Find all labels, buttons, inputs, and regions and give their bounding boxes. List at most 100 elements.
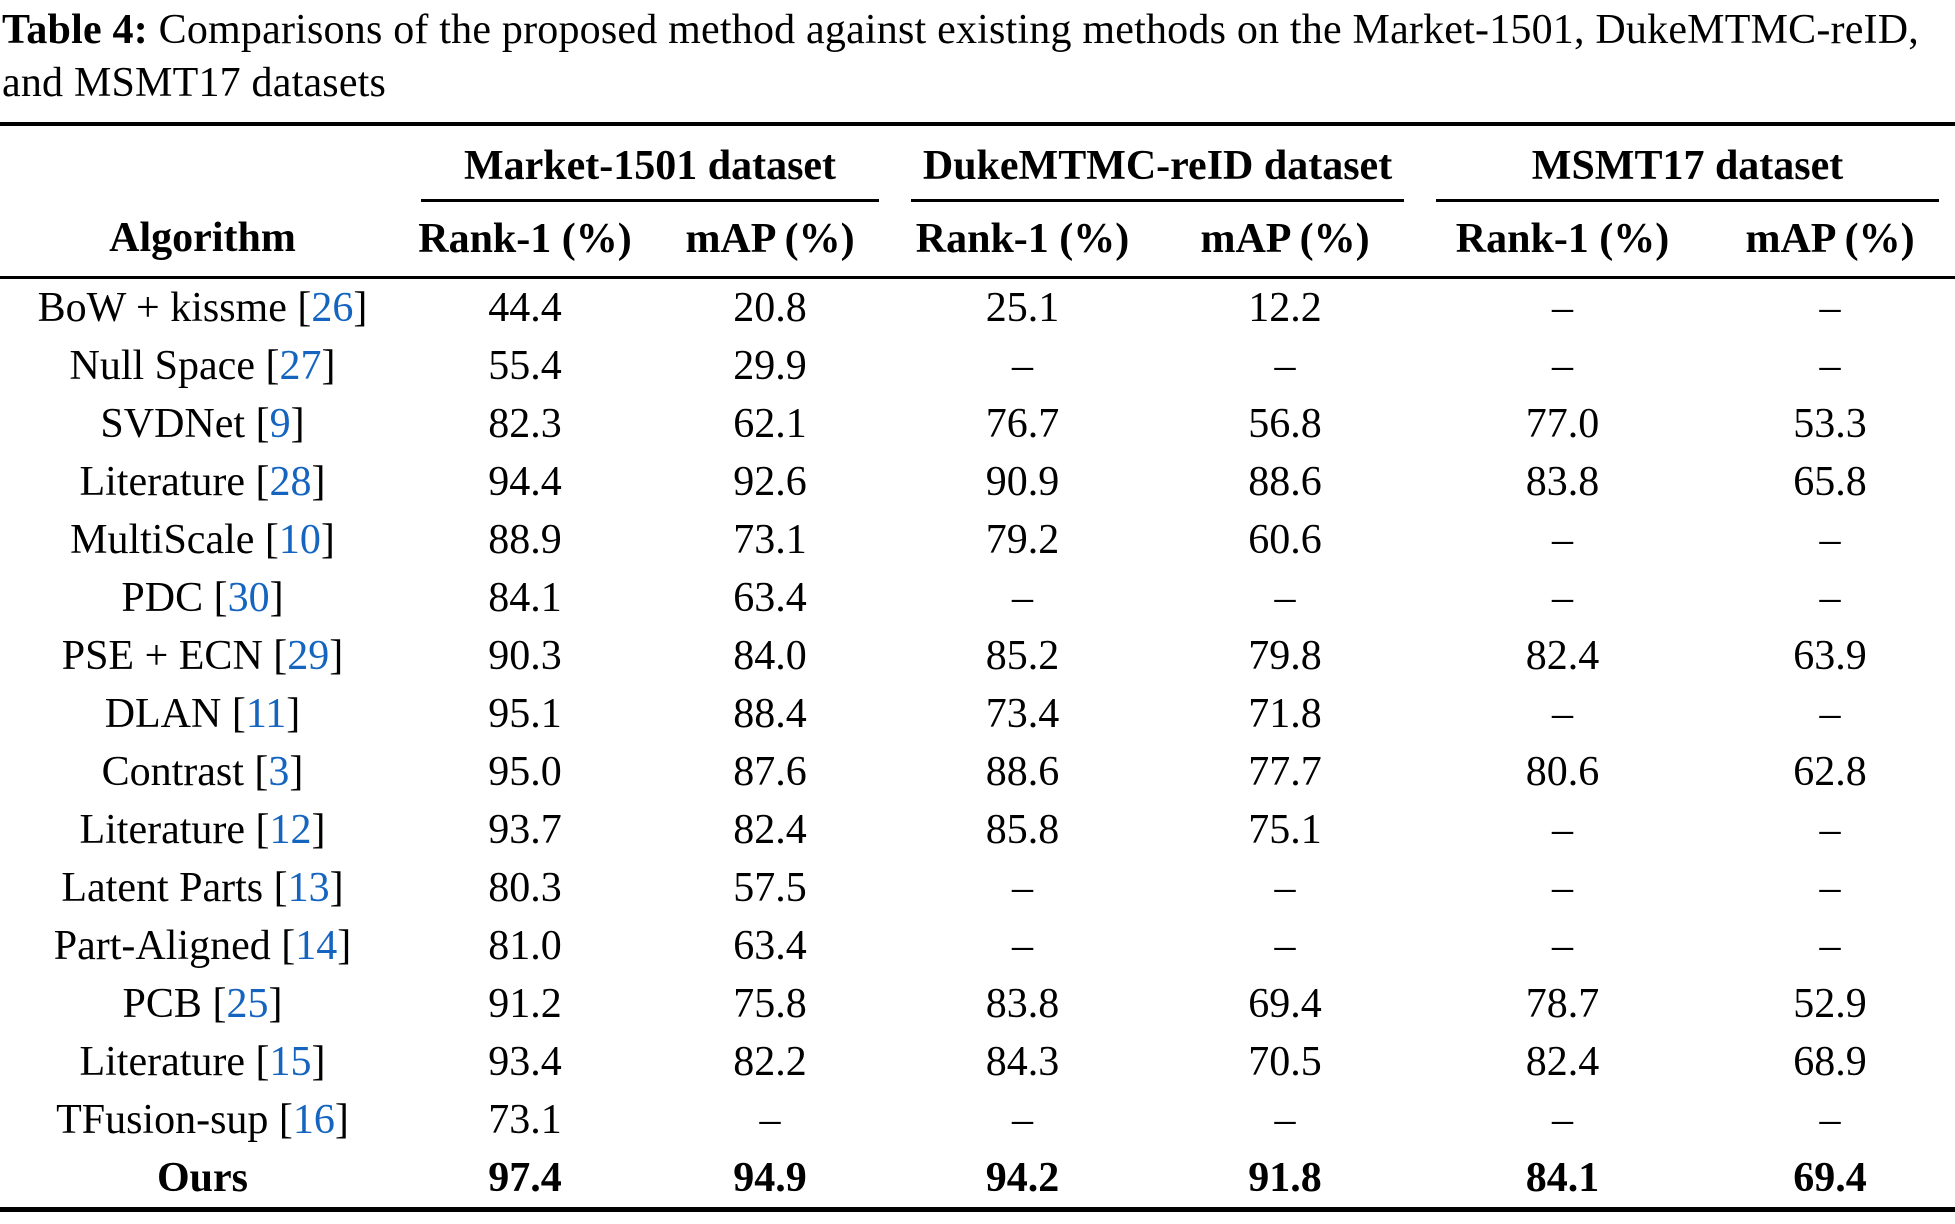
value-cell: – xyxy=(1552,343,1574,389)
value-cell: 88.6 xyxy=(985,749,1060,795)
value-cell: – xyxy=(1819,923,1841,969)
citation-link[interactable]: 14 xyxy=(295,923,338,969)
citation-link[interactable]: 15 xyxy=(269,1039,312,1085)
value-cell: 65.8 xyxy=(1793,459,1867,505)
algorithm-cell: Literature [28] xyxy=(79,459,326,505)
value-cell: – xyxy=(1274,923,1296,969)
table-row: Part-Aligned [14] 81.0 63.4 – – – – xyxy=(0,917,1955,975)
table-body: BoW + kissme [26] 44.4 20.8 25.1 12.2– – Null … xyxy=(0,278,1955,1210)
value-cell: 62.1 xyxy=(733,401,807,447)
column-header-algorithm-label: Algorithm xyxy=(109,215,296,261)
value-cell: 93.7 xyxy=(488,807,562,853)
value-cell: 87.6 xyxy=(733,749,807,795)
value-cell: 56.8 xyxy=(1248,401,1322,447)
algorithm-cell: DLAN [11] xyxy=(104,691,301,737)
value-cell: – xyxy=(1552,691,1574,737)
algorithm-cell: Literature [15] xyxy=(79,1039,326,1085)
citation-link[interactable]: 29 xyxy=(287,633,330,679)
table-row: PSE + ECN [29] 90.3 84.0 85.2 79.8 82.4 63.9 xyxy=(0,627,1955,685)
citation-link[interactable]: 3 xyxy=(268,749,290,795)
value-cell: 69.4 xyxy=(1793,1155,1867,1201)
value-cell: 63.4 xyxy=(733,923,807,969)
value-cell: 82.3 xyxy=(488,401,562,447)
table-row: SVDNet [9] 82.3 62.1 76.7 56.8 77.0 53.3 xyxy=(0,395,1955,453)
table-header: Algorithm Market-1501 dataset DukeMTMC-r… xyxy=(0,124,1955,279)
value-cell: – xyxy=(1012,923,1034,969)
algorithm-cell: Null Space [27] xyxy=(69,343,336,389)
algorithm-cell: Part-Aligned [14] xyxy=(53,923,352,969)
value-cell: – xyxy=(1274,1097,1296,1143)
value-cell: 73.1 xyxy=(733,517,807,563)
subheader-duke-rank1: Rank-1 (%) xyxy=(895,202,1151,279)
value-cell: 69.4 xyxy=(1248,981,1322,1027)
citation-link[interactable]: 11 xyxy=(245,691,287,737)
table-row: PCB [25] 91.2 75.8 83.8 69.4 78.7 52.9 xyxy=(0,975,1955,1033)
value-cell: 73.4 xyxy=(985,691,1060,737)
value-cell: 88.4 xyxy=(733,691,807,737)
value-cell: 79.2 xyxy=(985,517,1060,563)
algorithm-cell: PSE + ECN [29] xyxy=(61,633,344,679)
citation-link[interactable]: 27 xyxy=(279,343,322,389)
value-cell: – xyxy=(1552,923,1574,969)
value-cell: 63.9 xyxy=(1793,633,1867,679)
value-cell: 60.6 xyxy=(1248,517,1322,563)
citation-link[interactable]: 10 xyxy=(278,517,321,563)
value-cell: 57.5 xyxy=(733,865,807,911)
group-header-msmt17-label: MSMT17 dataset xyxy=(1436,142,1940,202)
value-cell: – xyxy=(1012,575,1034,621)
citation-link[interactable]: 26 xyxy=(311,285,354,331)
value-cell: – xyxy=(1552,285,1574,331)
table-row: Literature [12] 93.7 82.4 85.8 75.1 – – xyxy=(0,801,1955,859)
algorithm-cell: BoW + kissme [26] xyxy=(37,285,368,331)
group-header-market1501-label: Market-1501 dataset xyxy=(421,142,880,202)
algorithm-cell: MultiScale [10] xyxy=(70,517,335,563)
value-cell: – xyxy=(1012,343,1034,389)
value-cell: 78.7 xyxy=(1525,981,1600,1027)
table-caption: Table 4: Comparisons of the proposed met… xyxy=(0,0,1955,110)
value-cell: – xyxy=(1819,285,1841,331)
value-cell: – xyxy=(1012,865,1034,911)
table-row: TFusion-sup [16] 73.1 – – – – – xyxy=(0,1091,1955,1149)
citation-link[interactable]: 28 xyxy=(269,459,312,505)
group-header-market1501: Market-1501 dataset xyxy=(405,124,895,202)
value-cell: 63.4 xyxy=(733,575,807,621)
citation-link[interactable]: 25 xyxy=(226,981,269,1027)
citation-link[interactable]: 30 xyxy=(227,575,270,621)
value-cell: 81.0 xyxy=(488,923,562,969)
value-cell: – xyxy=(1819,1097,1841,1143)
value-cell: 93.4 xyxy=(488,1039,562,1085)
algorithm-cell: Contrast [3] xyxy=(101,749,304,795)
citation-link[interactable]: 13 xyxy=(287,865,330,911)
table-row: Ours 97.4 94.9 94.2 91.8 84.1 69.4 xyxy=(0,1149,1955,1210)
value-cell: 29.9 xyxy=(733,343,807,389)
citation-link[interactable]: 12 xyxy=(269,807,312,853)
value-cell: 91.8 xyxy=(1248,1155,1322,1201)
algorithm-cell: Literature [12] xyxy=(79,807,326,853)
value-cell: 90.9 xyxy=(985,459,1060,505)
value-cell: – xyxy=(1819,575,1841,621)
value-cell: 84.0 xyxy=(733,633,807,679)
value-cell: 91.2 xyxy=(488,981,562,1027)
subheader-msmt-map: mAP (%) xyxy=(1705,202,1955,279)
value-cell: – xyxy=(1819,865,1841,911)
table-caption-text: Comparisons of the proposed method again… xyxy=(2,7,1919,106)
value-cell: 85.8 xyxy=(985,807,1060,853)
results-table: Algorithm Market-1501 dataset DukeMTMC-r… xyxy=(0,122,1955,1212)
group-header-dukemtmc: DukeMTMC-reID dataset xyxy=(895,124,1420,202)
value-cell: – xyxy=(1274,575,1296,621)
value-cell: 20.8 xyxy=(733,285,807,331)
table-row: Literature [15] 93.4 82.2 84.3 70.5 82.4 68.9 xyxy=(0,1033,1955,1091)
group-header-dukemtmc-label: DukeMTMC-reID dataset xyxy=(911,142,1405,202)
value-cell: – xyxy=(1274,343,1296,389)
value-cell: 77.0 xyxy=(1525,401,1600,447)
value-cell: 84.1 xyxy=(1525,1155,1600,1201)
value-cell: 80.3 xyxy=(488,865,562,911)
value-cell: 75.1 xyxy=(1248,807,1322,853)
citation-link[interactable]: 9 xyxy=(269,401,291,447)
value-cell: 25.1 xyxy=(985,285,1060,331)
value-cell: 88.9 xyxy=(488,517,562,563)
citation-link[interactable]: 16 xyxy=(292,1097,335,1143)
value-cell: 82.2 xyxy=(733,1039,807,1085)
value-cell: 75.8 xyxy=(733,981,807,1027)
